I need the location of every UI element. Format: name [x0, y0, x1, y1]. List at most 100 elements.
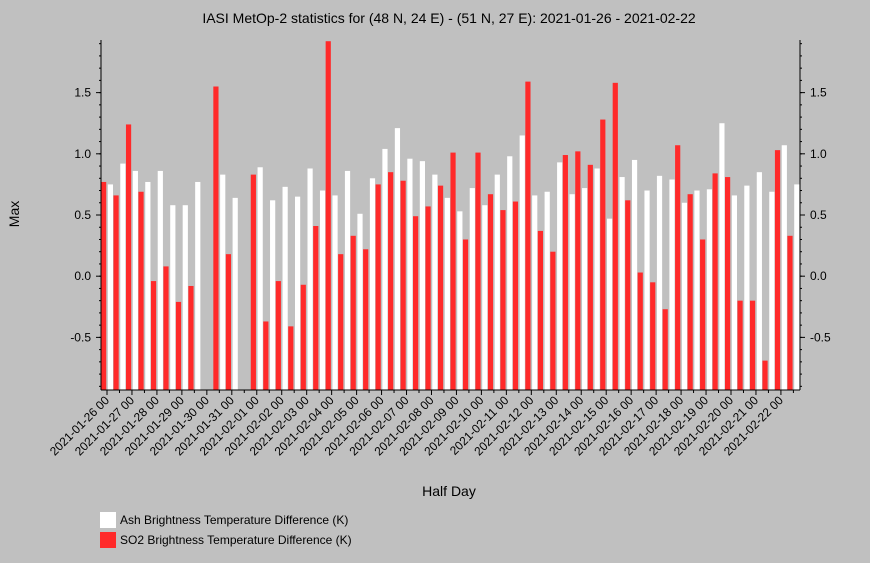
- so2-bar: [413, 216, 419, 390]
- so2-bar: [687, 194, 693, 390]
- ash-bar: [607, 218, 613, 390]
- so2-bar: [338, 254, 344, 390]
- ash-bar: [656, 175, 663, 390]
- so2-bar: [762, 360, 768, 390]
- so2-bar: [213, 86, 219, 390]
- so2-bar: [575, 151, 581, 390]
- so2-bar: [612, 82, 618, 390]
- ash-bar: [295, 196, 301, 390]
- so2-bar: [437, 185, 444, 390]
- ash-bar: [419, 161, 425, 390]
- ash-bar: [394, 128, 401, 391]
- so2-bar: [550, 251, 556, 390]
- so2-bar: [263, 321, 269, 390]
- ash-bar: [706, 189, 713, 390]
- ash-bar: [619, 177, 625, 390]
- y-tick-label-right: 1.0: [810, 147, 827, 161]
- ash-bar: [319, 190, 326, 390]
- so2-bar: [462, 239, 469, 390]
- ash-bar: [132, 170, 138, 390]
- so2-bar: [537, 230, 543, 390]
- ash-bar: [557, 162, 563, 390]
- so2-bar: [350, 235, 356, 390]
- so2-bar: [787, 235, 793, 390]
- ash-bar: [332, 195, 338, 390]
- so2-bar: [250, 174, 256, 390]
- ash-bar: [781, 145, 787, 390]
- so2-bar: [101, 181, 107, 390]
- so2-bar: [737, 300, 743, 390]
- so2-bar: [125, 124, 132, 390]
- y-tick-label-right: 1.5: [810, 86, 827, 100]
- ash-bar: [494, 174, 500, 390]
- so2-bar: [650, 282, 656, 390]
- ash-bar: [744, 185, 750, 390]
- y-axis-label: Max: [6, 201, 22, 227]
- ash-bar: [195, 181, 201, 390]
- so2-bar: [700, 239, 706, 390]
- so2-bar: [749, 300, 756, 390]
- ash-bar: [507, 156, 513, 390]
- ash-bar: [170, 205, 176, 390]
- ash-bar: [519, 135, 525, 390]
- so2-bar: [163, 266, 169, 390]
- so2-bar: [188, 285, 194, 390]
- legend-swatch: [100, 512, 116, 528]
- so2-bar: [587, 164, 593, 390]
- ash-bar: [769, 191, 775, 390]
- so2-bar: [512, 201, 519, 390]
- so2-bar: [675, 145, 681, 390]
- y-tick-label-left: 0.5: [74, 208, 91, 222]
- legend-label: SO2 Brightness Temperature Difference (K…: [120, 533, 352, 547]
- legend-label: Ash Brightness Temperature Difference (K…: [120, 513, 348, 527]
- x-axis-label: Half Day: [422, 483, 476, 499]
- so2-bar: [225, 254, 231, 390]
- so2-bar: [363, 249, 369, 390]
- ash-bar: [120, 163, 126, 390]
- so2-bar: [113, 195, 119, 390]
- ash-bar: [369, 178, 376, 390]
- so2-bar: [500, 210, 506, 390]
- so2-bar: [662, 309, 668, 390]
- legend: Ash Brightness Temperature Difference (K…: [100, 512, 352, 548]
- ash-bar: [407, 158, 413, 390]
- so2-bar: [712, 173, 718, 390]
- ash-bar: [307, 168, 313, 390]
- chart-title: IASI MetOp-2 statistics for (48 N, 24 E)…: [202, 10, 696, 26]
- ash-bar: [544, 191, 550, 390]
- y-tick-label-left: 1.5: [74, 86, 91, 100]
- ash-bar: [270, 200, 276, 390]
- so2-bar: [725, 177, 731, 390]
- ash-bar: [145, 181, 151, 390]
- so2-bar: [637, 272, 643, 390]
- so2-bar: [487, 194, 494, 390]
- ash-bar: [107, 184, 113, 390]
- so2-bar: [325, 41, 331, 390]
- ash-bar: [794, 184, 800, 390]
- y-tick-label-left: 1.0: [74, 147, 91, 161]
- so2-bar: [138, 191, 144, 390]
- so2-bar: [450, 152, 456, 390]
- legend-swatch: [100, 532, 116, 548]
- ash-bar: [444, 197, 450, 390]
- so2-bar: [288, 326, 294, 390]
- ash-bar: [694, 190, 700, 390]
- ash-bar: [731, 195, 737, 390]
- so2-bar: [300, 284, 306, 390]
- ash-bar: [457, 211, 463, 390]
- ash-bar: [357, 213, 363, 390]
- ash-bar: [432, 174, 438, 390]
- y-tick-label-right: -0.5: [810, 330, 831, 344]
- ash-bar: [681, 202, 688, 390]
- so2-bar: [275, 281, 281, 390]
- ash-bar: [182, 205, 188, 390]
- ash-bar: [157, 170, 163, 390]
- ash-bar: [569, 194, 575, 390]
- so2-bar: [562, 155, 568, 390]
- ash-bar: [594, 168, 600, 390]
- so2-bar: [150, 281, 157, 390]
- so2-bar: [313, 226, 319, 390]
- so2-bar: [774, 150, 781, 390]
- so2-bar: [475, 152, 481, 390]
